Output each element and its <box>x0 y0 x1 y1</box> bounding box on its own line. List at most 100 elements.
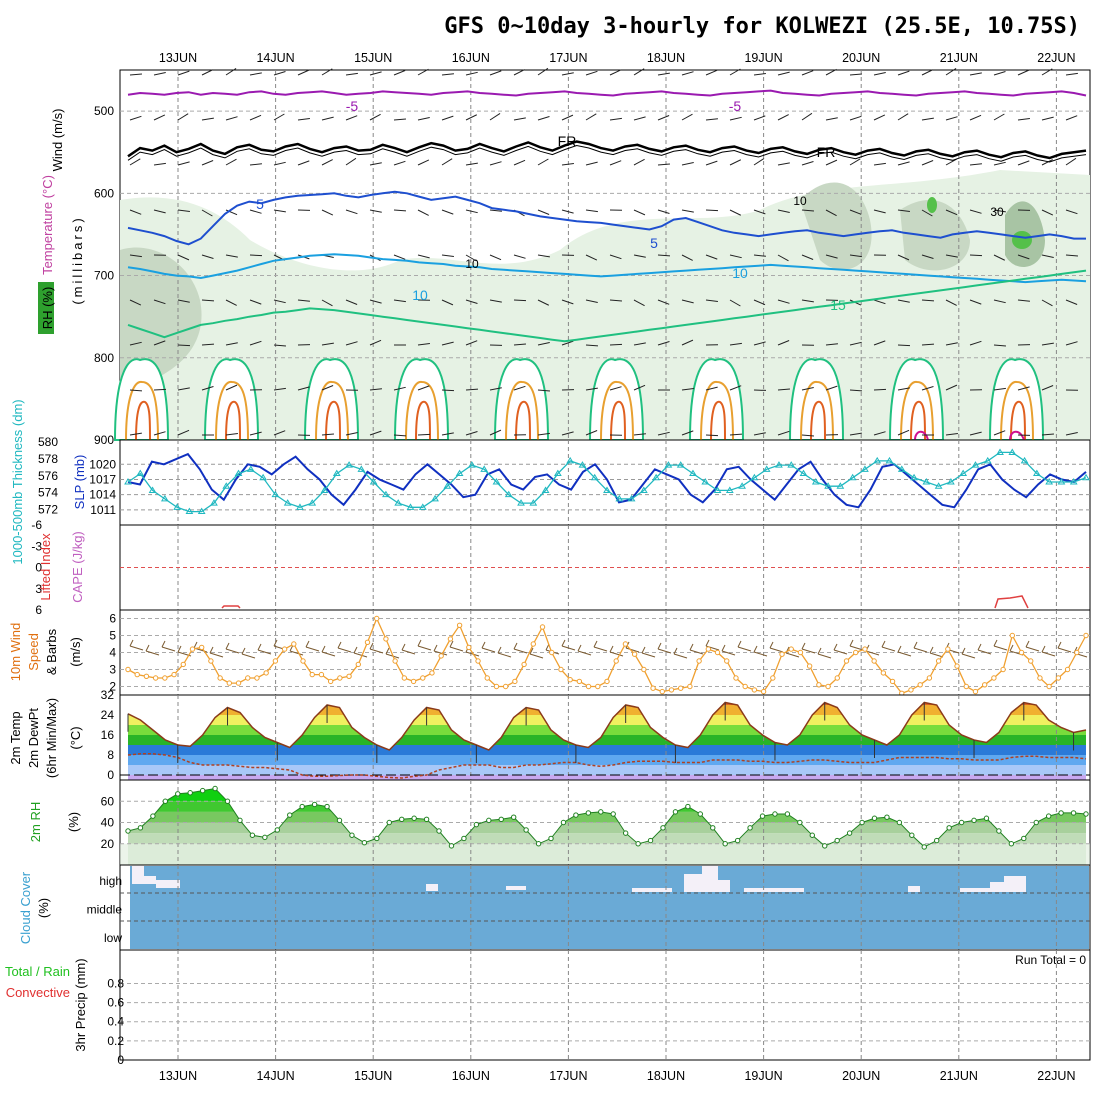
wind-barb <box>897 70 910 76</box>
wind-barb <box>369 209 382 213</box>
wind-barb <box>873 114 886 121</box>
temp-band <box>128 765 1086 775</box>
surface-barb <box>145 650 160 656</box>
rh-point <box>797 819 803 826</box>
surface-barb <box>433 650 448 656</box>
warm-cell-20 <box>405 380 439 441</box>
rh-point <box>1008 841 1015 847</box>
wind-barb <box>945 209 958 216</box>
tick-label: 3 <box>109 663 116 677</box>
rh-point <box>921 844 927 850</box>
thickness-marker <box>824 482 832 489</box>
thickness-marker <box>369 478 378 485</box>
wind-barb <box>273 344 286 347</box>
wind-speed-point <box>742 683 748 690</box>
run-total-annotation: Run Total = 0 <box>1015 953 1086 967</box>
rh-band <box>128 833 1086 844</box>
rh-point <box>884 814 890 820</box>
wind-barb <box>633 158 645 166</box>
thickness-marker <box>910 473 918 481</box>
thickness-marker <box>504 490 513 498</box>
rh-point <box>311 801 318 808</box>
tick-label: 600 <box>94 186 114 200</box>
tick-label: 0 <box>117 1053 124 1067</box>
wind-barb <box>657 431 670 436</box>
wind-speed-point <box>687 683 693 690</box>
wind-barb <box>417 343 430 346</box>
contour-label: FR <box>558 133 577 149</box>
wind-speed-point <box>198 644 205 651</box>
wind-barb <box>969 431 982 436</box>
wind-barb <box>297 160 310 166</box>
wind-speed-point <box>410 678 417 685</box>
wind-barb <box>201 299 215 302</box>
tick-label: 20 <box>101 837 115 851</box>
thickness-marker <box>615 494 624 502</box>
wind-barb <box>729 209 742 216</box>
wind-barb <box>801 299 814 303</box>
wind-barb <box>657 163 670 166</box>
wind-barb <box>921 160 934 166</box>
wind-speed-point <box>383 636 389 642</box>
top-date-label: 18JUN <box>647 51 685 65</box>
wind-barb <box>177 254 190 261</box>
wind-barb <box>705 299 718 302</box>
surface-barb-flag <box>673 647 678 655</box>
tick-label: 40 <box>101 816 115 830</box>
wind-barb <box>633 209 646 216</box>
tick-label: 5 <box>109 629 116 643</box>
wind-speed-point <box>677 685 684 691</box>
wind-barb <box>1041 385 1054 391</box>
wind-barb <box>753 209 766 215</box>
wind-speed-line <box>125 615 1089 696</box>
surface-barb-flag <box>721 644 726 652</box>
warm-cell-20 <box>1000 380 1034 441</box>
wind-barb <box>609 386 622 391</box>
rh-base-band <box>120 843 1090 865</box>
wind-barb <box>537 299 550 306</box>
rh-area-mid <box>120 247 202 390</box>
wind-speed-point <box>337 675 343 681</box>
thickness-marker <box>492 478 501 485</box>
tick-label: 2 <box>109 680 116 694</box>
surface-barb-flag <box>145 644 150 652</box>
wind-speed-point <box>641 666 647 673</box>
wind-speed-point <box>595 683 601 690</box>
wind-barb <box>849 432 862 436</box>
wind-barb <box>609 160 622 166</box>
rh-area-high <box>927 197 937 213</box>
warm-cell-20 <box>900 380 934 441</box>
thickness-marker <box>750 473 759 481</box>
wind-barb <box>801 387 814 391</box>
wind-barb <box>537 158 549 166</box>
wind-barb <box>657 209 670 214</box>
surface-barb <box>401 649 416 655</box>
thickness-marker <box>468 461 476 468</box>
wind-barb <box>297 386 310 391</box>
wind-barb <box>777 209 790 213</box>
wind-speed-point <box>152 675 159 681</box>
rh-point <box>946 825 952 831</box>
thickness-marker <box>529 499 538 506</box>
wind-barb <box>921 69 934 76</box>
wind-barb <box>441 389 455 392</box>
wind-barb <box>321 159 333 166</box>
tick-label: 0.8 <box>107 976 124 990</box>
warm-cell-20 <box>215 380 249 441</box>
bottom-date-label: 22JUN <box>1037 1069 1075 1083</box>
rh-point <box>734 837 741 844</box>
wind-barb <box>729 254 742 259</box>
surface-barb <box>1041 651 1056 657</box>
wind-barb <box>249 163 262 166</box>
rh-point <box>262 834 268 841</box>
rh-point <box>287 812 293 818</box>
wind-barb <box>201 209 213 217</box>
surface-barb-flag <box>641 646 646 654</box>
panel-cloud-cover: high middle low Cloud Cover (%) <box>18 864 1091 951</box>
wind-barb <box>417 209 429 216</box>
warm-cell-15 <box>788 358 845 441</box>
wind-speed-point <box>318 671 325 678</box>
wind-speed-point <box>539 624 546 630</box>
wind-speed-point <box>549 649 555 656</box>
